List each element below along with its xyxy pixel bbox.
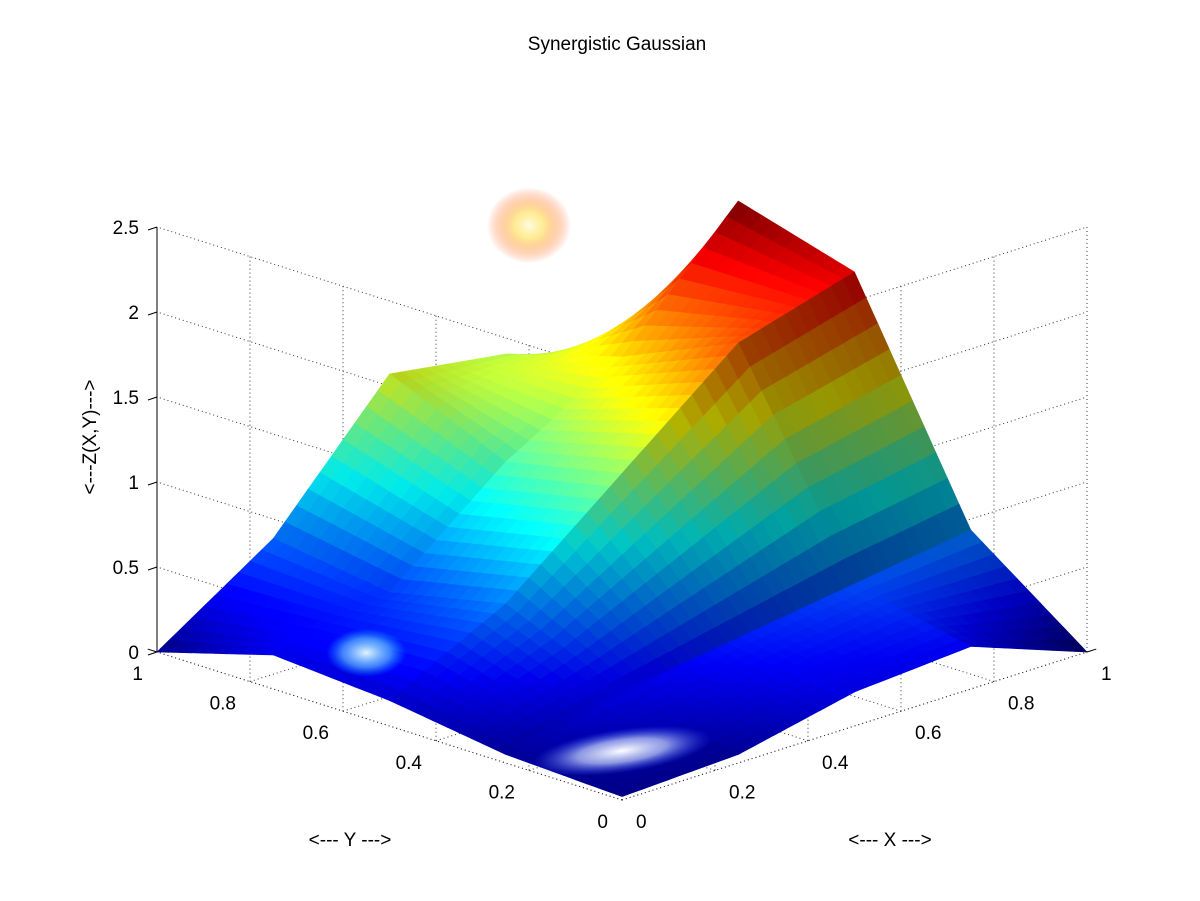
- floor-highlight: [532, 725, 712, 777]
- y-tick-label: 0.6: [303, 723, 329, 744]
- z-tick-mark: [147, 651, 158, 656]
- z-tick-mark: [147, 396, 158, 401]
- z-tick-label: 1.5: [113, 388, 139, 409]
- z-tick-label: 0: [128, 643, 139, 664]
- z-tick-mark: [147, 566, 158, 571]
- z-tick-mark: [147, 226, 158, 231]
- x-tick-label: 0: [636, 812, 647, 833]
- x-tick-label: 1: [1101, 664, 1112, 685]
- x-tick-mark: [147, 648, 158, 653]
- x-axis-label: <--- X --->: [848, 830, 931, 851]
- edge-highlight: [326, 628, 407, 677]
- y-tick-label: 1: [132, 664, 143, 685]
- surface: [156, 200, 1088, 797]
- peak-highlight: [487, 187, 571, 264]
- y-tick-label: 0: [597, 812, 608, 833]
- x-tick-label: 0.6: [915, 723, 941, 744]
- z-tick-label: 0.5: [113, 558, 139, 579]
- y-tick-mark: [1086, 648, 1097, 653]
- z-tick-label: 2.5: [113, 218, 139, 239]
- x-tick-label: 0.8: [1008, 694, 1034, 715]
- surface-facet: [609, 787, 635, 797]
- y-tick-label: 0.4: [396, 753, 423, 774]
- z-tick-label: 1: [128, 473, 139, 494]
- z-tick-label: 2: [128, 303, 139, 324]
- z-axis-label: <---Z(X,Y)--->: [80, 379, 101, 494]
- z-tick-mark: [147, 481, 158, 486]
- x-tick-label: 0.4: [822, 753, 849, 774]
- x-tick-label: 0.2: [729, 782, 755, 803]
- y-axis-label: <--- Y --->: [309, 830, 392, 851]
- y-tick-label: 0.8: [210, 694, 236, 715]
- chart-title: Synergistic Gaussian: [528, 34, 706, 55]
- z-tick-mark: [147, 311, 158, 316]
- specular-highlights: [326, 187, 712, 777]
- y-tick-label: 0.2: [489, 782, 515, 803]
